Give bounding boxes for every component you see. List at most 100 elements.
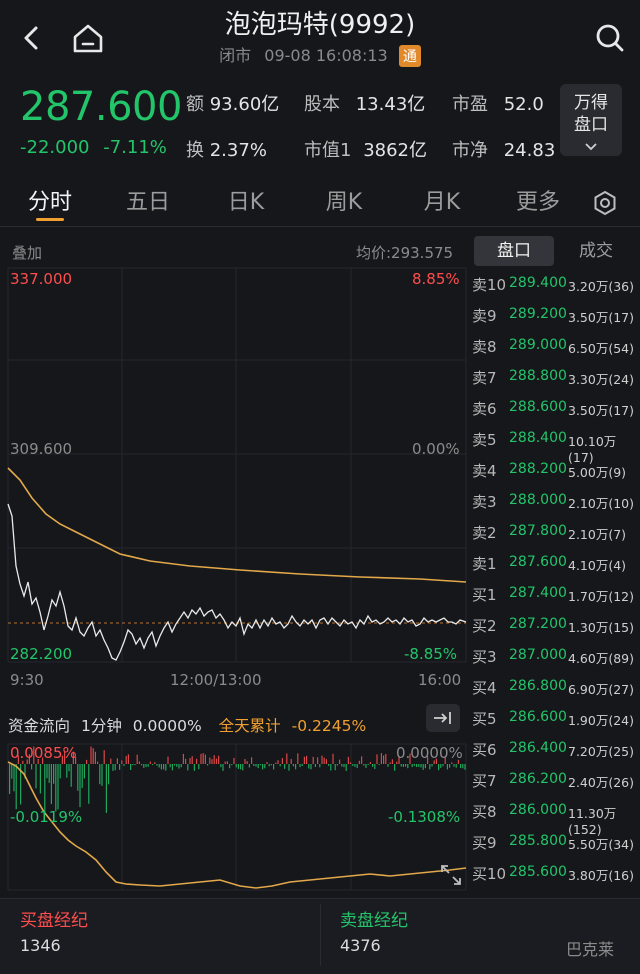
flow-bar [352, 764, 354, 766]
orderbook-tabs: 盘口 成交 [472, 236, 640, 266]
flow-bar [121, 760, 123, 764]
flow-bar [295, 764, 297, 770]
tab-daily-k[interactable]: 日K [227, 190, 265, 215]
flow-bar [156, 764, 158, 766]
flow-bar [81, 764, 83, 789]
overlay-button[interactable]: 叠加 [12, 244, 43, 262]
flow-bar [299, 764, 301, 768]
chevron-down-icon [560, 136, 622, 158]
flow-bar [394, 764, 396, 771]
flow-bar [396, 761, 398, 764]
tab-more[interactable]: 更多 [515, 190, 560, 215]
flow-bar [103, 750, 105, 764]
market-status-line: 闭市 09-08 16:08:13 通 [0, 42, 640, 67]
flow-bar [328, 764, 330, 766]
flow-bar [116, 758, 118, 764]
flow-bar [424, 764, 426, 769]
orderbook-volume: 3.50万(17) [568, 310, 634, 325]
buy-broker-label[interactable]: 买盘经纪 [20, 911, 88, 931]
flow-bar [211, 759, 213, 764]
flow-y-top-left: 0.0085% [10, 744, 77, 762]
flow-bar [64, 751, 66, 764]
flow-bar [185, 758, 187, 764]
flow-bar [99, 764, 101, 785]
tab-monthly-k[interactable]: 月K [423, 190, 461, 215]
back-icon[interactable] [12, 18, 52, 58]
flow-bar [453, 764, 455, 767]
ask-row[interactable]: 卖4 288.200 5.00万(9) [472, 454, 640, 485]
ask-row[interactable]: 卖8 289.000 6.50万(54) [472, 330, 640, 361]
flow-bar [391, 759, 393, 764]
flow-y-mid-left: -0.0119% [10, 808, 83, 826]
bid-row[interactable]: 买9 285.800 5.50万(34) [472, 826, 640, 857]
ask-row[interactable]: 卖1 287.600 4.10万(4) [472, 547, 640, 578]
bid-row[interactable]: 买2 287.200 1.30万(15) [472, 609, 640, 640]
bid-row[interactable]: 买3 287.000 4.60万(89) [472, 640, 640, 671]
ask-row[interactable]: 卖7 288.800 3.30万(24) [472, 361, 640, 392]
tab-intraday[interactable]: 分时 [27, 190, 72, 215]
orderbook-side: 买2 [472, 617, 497, 635]
ask-row[interactable]: 卖9 289.200 3.50万(17) [472, 299, 640, 330]
tab-weekly-k[interactable]: 周K [325, 190, 363, 215]
price-change: -22.000 -7.11% [20, 137, 167, 158]
flow-bar [180, 764, 182, 768]
flow-bar [462, 764, 464, 769]
bid-row[interactable]: 买5 286.600 1.90万(24) [472, 702, 640, 733]
flow-bar [17, 755, 19, 764]
flow-bar [176, 764, 178, 767]
intraday-chart[interactable] [0, 266, 470, 666]
wande-orderbook-button[interactable]: 万得 盘口 [560, 84, 622, 156]
flow-bar [413, 764, 415, 766]
tab-five-day[interactable]: 五日 [125, 190, 170, 215]
orderbook-volume: 4.60万(89) [568, 651, 634, 666]
fullscreen-icon[interactable] [438, 862, 464, 888]
flow-bar [215, 758, 217, 764]
flow-bar [134, 764, 136, 766]
bid-row[interactable]: 买4 286.800 6.90万(27) [472, 671, 640, 702]
flow-bar [420, 764, 422, 768]
market-status: 闭市 [219, 46, 252, 65]
change-amount: -22.000 [20, 137, 90, 158]
stat-turnover-amount: 额 93.60亿 [186, 94, 280, 115]
flow-bar [53, 764, 55, 784]
fund-flow-chart[interactable] [0, 742, 470, 892]
ask-row[interactable]: 卖5 288.400 10.10万(17) [472, 423, 640, 465]
settings-icon[interactable] [590, 188, 620, 218]
orderbook-side: 买3 [472, 648, 497, 666]
orderbook-side: 买6 [472, 741, 497, 759]
ask-row[interactable]: 卖3 288.000 2.10万(10) [472, 485, 640, 516]
ask-row[interactable]: 卖2 287.800 2.10万(7) [472, 516, 640, 547]
flow-bar [145, 764, 147, 768]
orderbook-side: 买10 [472, 865, 507, 883]
flow-bar [167, 756, 169, 764]
tab-orderbook[interactable]: 盘口 [474, 236, 554, 266]
change-percent: -7.11% [103, 137, 167, 158]
ask-row[interactable]: 卖10 289.400 3.20万(36) [472, 268, 640, 299]
sell-broker-label[interactable]: 卖盘经纪 [340, 911, 408, 931]
expand-icon[interactable] [426, 704, 460, 732]
bid-row[interactable]: 买10 285.600 3.80万(16) [472, 857, 640, 888]
flow-bar [380, 753, 382, 764]
orderbook-volume: 6.50万(54) [568, 341, 634, 356]
home-icon[interactable] [68, 18, 108, 58]
flow-bar [141, 764, 143, 766]
flow-bar [147, 764, 149, 767]
flow-bar [246, 761, 248, 764]
fund-flow-interval[interactable]: 1分钟 [80, 717, 122, 735]
ask-row[interactable]: 卖6 288.600 3.50万(17) [472, 392, 640, 423]
flow-bar [444, 756, 446, 764]
bid-row[interactable]: 买6 286.400 7.20万(25) [472, 733, 640, 764]
flow-bar [39, 764, 41, 794]
bid-row[interactable]: 买8 286.000 11.30万(152) [472, 795, 640, 837]
flow-bar [83, 764, 85, 779]
flow-bar [284, 764, 286, 769]
orderbook-volume: 2.40万(26) [568, 775, 634, 790]
search-icon[interactable] [590, 18, 630, 58]
bid-row[interactable]: 买1 287.400 1.70万(12) [472, 578, 640, 609]
flow-bar [464, 764, 466, 770]
stat-pe: 市盈 52.0 [452, 94, 544, 115]
tab-trades[interactable]: 成交 [579, 241, 613, 261]
bid-row[interactable]: 买7 286.200 2.40万(26) [472, 764, 640, 795]
flow-bar [319, 764, 321, 768]
flow-bar [262, 764, 264, 770]
